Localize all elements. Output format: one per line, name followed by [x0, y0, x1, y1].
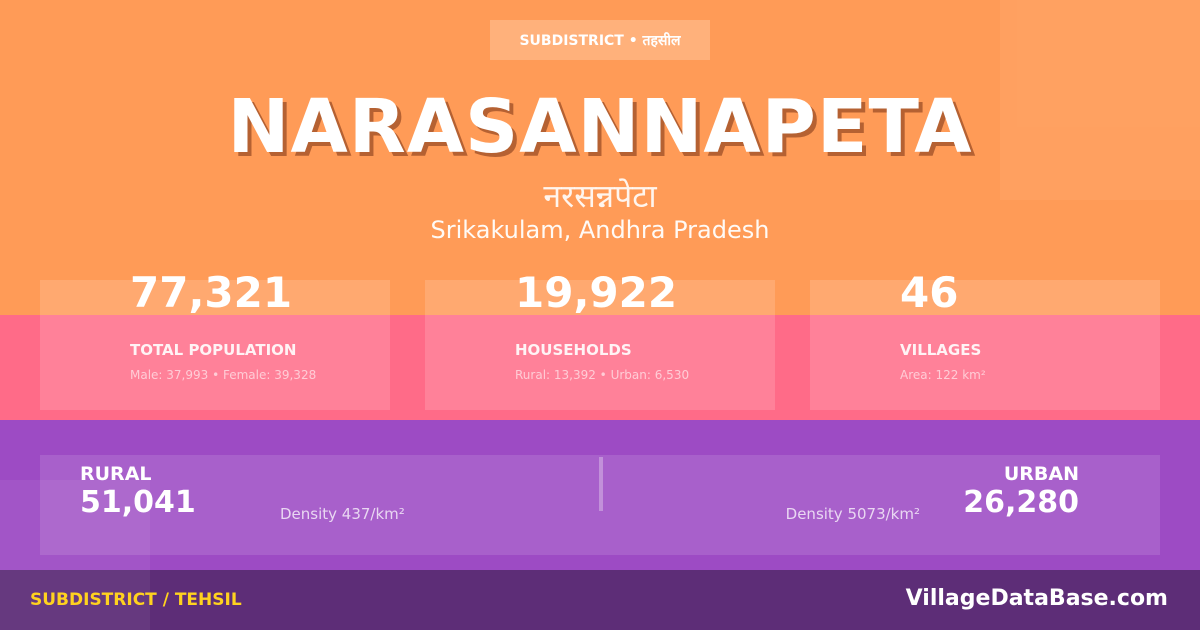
- stat-card-villages: 46 VILLAGES Area: 122 km²: [810, 268, 1160, 410]
- middle-band: [0, 315, 1200, 420]
- top-band: [0, 0, 1200, 315]
- urban-value: 26,280: [963, 485, 1079, 520]
- site-link[interactable]: VillageDataBase.com: [905, 586, 1168, 611]
- stat-detail: Male: 37,993 • Female: 39,328: [130, 368, 317, 382]
- footer-band: [0, 570, 1200, 630]
- stat-value: 77,321: [130, 268, 293, 317]
- rural-urban-panel: RURAL 51,041 Density 437/km² Density 507…: [40, 455, 1160, 555]
- stat-detail: Area: 122 km²: [900, 368, 986, 382]
- lower-band: [0, 420, 1200, 570]
- location: Srikakulam, Andhra Pradesh: [430, 216, 770, 244]
- urban-label: URBAN: [1003, 463, 1079, 485]
- rural-value: 51,041: [80, 485, 196, 520]
- stat-detail: Rural: 13,392 • Urban: 6,530: [515, 368, 690, 382]
- stat-card-households: 19,922 HOUSEHOLDS Rural: 13,392 • Urban:…: [425, 268, 775, 410]
- footer-type: SUBDISTRICT / TEHSIL: [30, 590, 242, 610]
- decorative-square: [1000, 0, 1200, 200]
- urban-density: Density 5073/km²: [785, 505, 920, 523]
- stat-label: VILLAGES: [900, 341, 982, 359]
- stat-card-population: 77,321 TOTAL POPULATION Male: 37,993 • F…: [40, 268, 390, 410]
- stat-label: HOUSEHOLDS: [515, 341, 632, 359]
- divider: [599, 457, 603, 511]
- type-badge: SUBDISTRICT • तहसील: [490, 20, 710, 60]
- hindi-title: नरसन्नपेटा: [543, 177, 657, 215]
- page-title: NARASANNAPETA: [227, 84, 973, 170]
- rural-label: RURAL: [80, 463, 152, 485]
- rural-density: Density 437/km²: [280, 505, 405, 523]
- decorative-square: [0, 480, 150, 630]
- stat-value: 19,922: [515, 268, 678, 317]
- stat-label: TOTAL POPULATION: [130, 341, 297, 359]
- stat-value: 46: [900, 268, 959, 317]
